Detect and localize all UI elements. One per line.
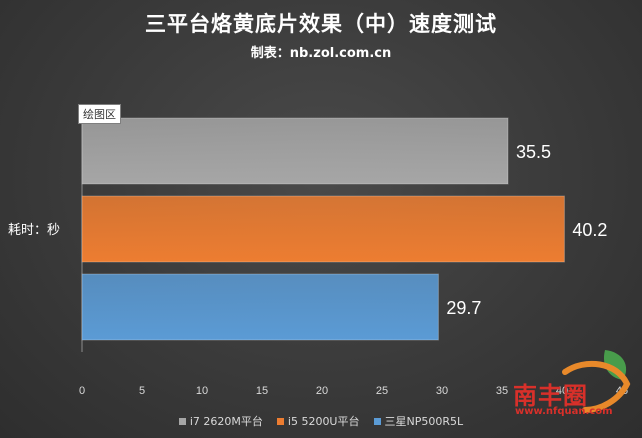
x-tick-label: 10 (196, 385, 208, 397)
x-tick-label: 0 (79, 385, 85, 397)
data-label-2: 29.7 (446, 298, 481, 318)
chart-subtitle: 制表：nb.zol.com.cn (250, 46, 392, 61)
watermark-text: 南丰圈 (513, 382, 588, 410)
x-tick-label: 30 (436, 385, 448, 397)
x-tick-label: 5 (139, 385, 145, 397)
watermark-leaf-icon (562, 350, 631, 413)
legend: i7 2620M平台 i5 5200U平台 三星NP500R5L (0, 413, 642, 429)
bar-2 (81, 273, 439, 341)
x-tick-label: 35 (496, 385, 508, 397)
legend-swatch (178, 417, 186, 425)
plot-area-tag: 绘图区 (78, 104, 121, 124)
x-tick-label: 40 (556, 385, 568, 397)
legend-swatch (276, 417, 284, 425)
legend-label: 三星NP500R5L (384, 415, 464, 428)
legend-item-i5: i5 5200U平台 (276, 413, 360, 429)
legend-label: i5 5200U平台 (287, 415, 360, 428)
legend-item-samsung: 三星NP500R5L (373, 413, 464, 429)
x-tick-label: 25 (376, 385, 388, 397)
x-tick-label: 20 (316, 385, 328, 397)
x-tick-label: 15 (256, 385, 268, 397)
legend-swatch (373, 417, 381, 425)
legend-item-i7: i7 2620M平台 (178, 413, 263, 429)
legend-label: i7 2620M平台 (189, 415, 263, 428)
data-label-1: 40.2 (572, 220, 607, 240)
watermark-url: www.nfquan.com (515, 406, 613, 417)
data-label-0: 35.5 (516, 142, 551, 162)
y-axis-label: 耗时：秒 (8, 223, 61, 238)
chart-title: 三平台烙黄底片效果（中）速度测试 (145, 12, 497, 36)
bar-1 (81, 195, 565, 263)
bar-0 (81, 117, 509, 185)
watermark-logo: 南丰圈 www.nfquan.com (505, 340, 635, 430)
